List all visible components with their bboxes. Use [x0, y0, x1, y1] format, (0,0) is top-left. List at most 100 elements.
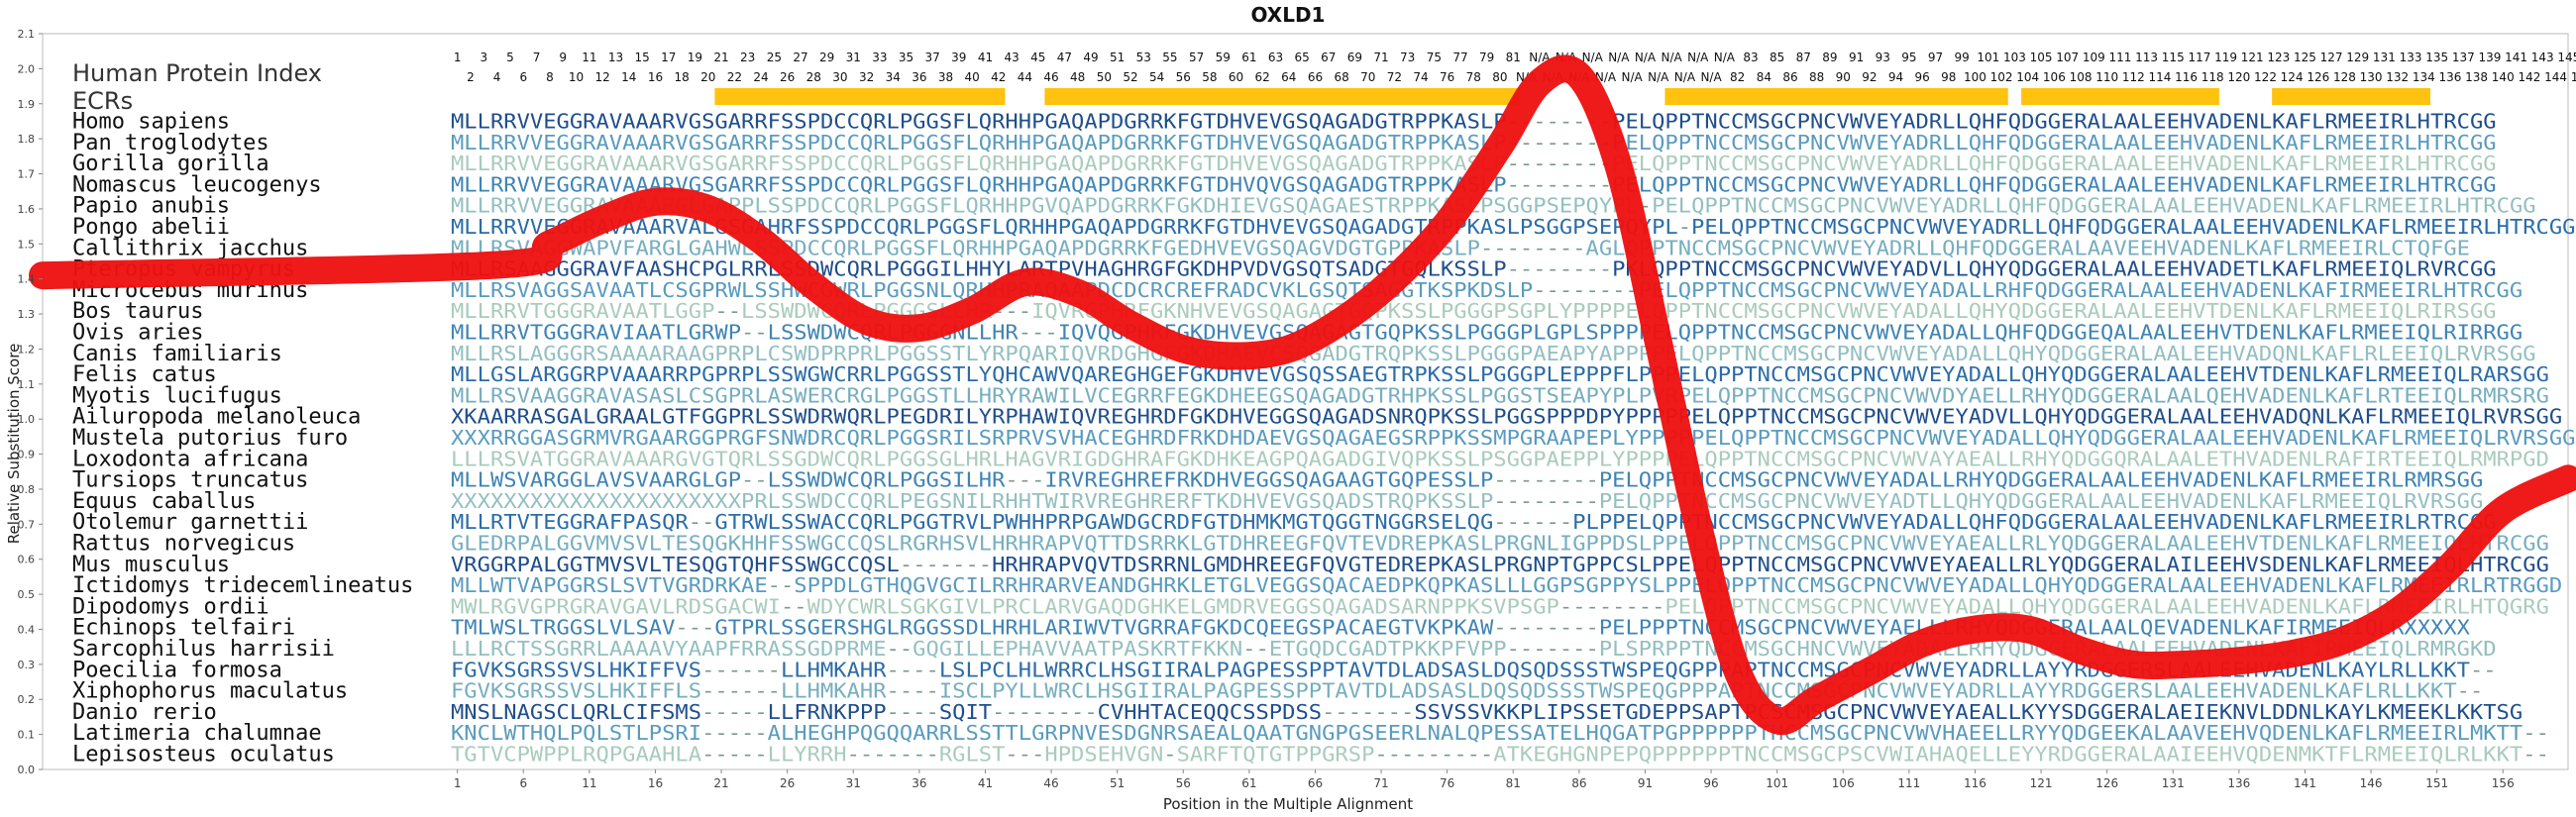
hpi-label: N/A	[1714, 51, 1736, 64]
hpi-label: 17	[661, 51, 676, 64]
hpi-label: 79	[1479, 51, 1494, 64]
x-tick-label: 96	[1703, 776, 1718, 790]
species-name: Loxodonta africana	[72, 447, 308, 471]
hpi-label: 93	[1876, 51, 1890, 64]
hpi-label: 97	[1928, 51, 1943, 64]
y-tick-label: 2.0	[18, 62, 36, 75]
hpi-label: 42	[991, 70, 1006, 84]
hpi-label: 115	[2162, 51, 2185, 64]
hpi-label: 20	[700, 70, 715, 84]
hpi-label: 39	[951, 51, 966, 64]
human-protein-index: 1 3 5 7 9 11 13 15 17 19 21 23 25 27 29 31 33 35 37 39 41 43 4…	[454, 51, 2576, 84]
y-tick-label: 1.4	[18, 273, 36, 286]
hpi-label: 81	[1506, 51, 1521, 64]
hpi-label: 65	[1294, 51, 1309, 64]
hpi-label: 36	[912, 70, 926, 84]
hpi-label: N/A	[1674, 70, 1696, 84]
hpi-label: 121	[2241, 51, 2264, 64]
species-name: Nomascus leucogenys	[72, 172, 322, 197]
hpi-label: N/A	[1635, 51, 1657, 64]
hpi-label: 45	[1030, 51, 1045, 64]
hpi-label: N/A	[1529, 51, 1551, 64]
y-tick-label: 1.0	[18, 413, 36, 426]
hpi-label: 128	[2333, 70, 2356, 84]
y-tick-label: 0.4	[18, 623, 36, 636]
hpi-label: 102	[1990, 70, 2013, 84]
species-name: Otolemur garnettii	[72, 510, 308, 535]
sequence-row: VRGGRPALGGTMVSVLTESQGTQHFSSWGCCQSL------…	[451, 553, 2549, 576]
hpi-label: 1	[454, 51, 462, 64]
hpi-label: 3	[480, 51, 487, 64]
hpi-label: 124	[2281, 70, 2304, 84]
hpi-label: 105	[2030, 51, 2053, 64]
hpi-label: 114	[2148, 70, 2171, 84]
x-tick-label: 26	[780, 776, 795, 790]
hpi-label: 95	[1901, 51, 1916, 64]
hpi-label: 106	[2043, 70, 2066, 84]
hpi-label: 19	[688, 51, 702, 64]
hpi-label: 119	[2214, 51, 2237, 64]
score-curve	[29, 54, 2576, 736]
hpi-label: 110	[2095, 70, 2118, 84]
y-tick-label: 1.2	[18, 343, 36, 356]
hpi-label: 18	[674, 70, 689, 84]
sequence-row: MLLRSVAGGWAPVFARGLGAHWLSSPDCCQRLPGGSFLQR…	[451, 236, 2470, 259]
species-name: Ailuropoda melanoleuca	[72, 405, 361, 430]
human-protein-index-label: Human Protein Index	[72, 59, 322, 87]
hpi-label: 73	[1400, 51, 1415, 64]
species-name: Bos taurus	[72, 299, 203, 324]
x-tick-label: 116	[1964, 776, 1986, 790]
x-tick-label: 16	[648, 776, 663, 790]
x-axis-label: Position in the Multiple Alignment	[1163, 795, 1413, 813]
hpi-label: 111	[2109, 51, 2132, 64]
x-tick-label: 46	[1043, 776, 1058, 790]
hpi-label: 139	[2478, 51, 2501, 64]
hpi-label: 26	[780, 70, 795, 84]
hpi-label: 143	[2531, 51, 2554, 64]
species-name: Lepisosteus oculatus	[72, 743, 335, 767]
species-name: Ovis aries	[72, 321, 203, 346]
x-tick-label: 136	[2227, 776, 2250, 790]
hpi-label: 80	[1492, 70, 1507, 84]
hpi-label: 108	[2070, 70, 2093, 84]
hpi-label: 137	[2452, 51, 2475, 64]
hpi-label: 70	[1360, 70, 1375, 84]
hpi-label: 75	[1427, 51, 1442, 64]
y-tick-label: 2.1	[18, 28, 36, 41]
hpi-label: 22	[727, 70, 742, 84]
hpi-label: 14	[621, 70, 636, 84]
species-name: Canis familiaris	[72, 342, 282, 366]
species-name: Callithrix jacchus	[72, 236, 308, 260]
hpi-label: 63	[1268, 51, 1283, 64]
species-name: Echinops telfairi	[72, 616, 295, 641]
sequence-row: MLLRTVTEGGRAFPASQR--GTRWLSSWACCQRLPGGTRV…	[451, 510, 2497, 534]
species-name: Rattus norvegicus	[72, 532, 295, 557]
species-name: Latimeria chalumnae	[72, 721, 322, 746]
hpi-label: 40	[964, 70, 979, 84]
hpi-label: N/A	[1661, 51, 1682, 64]
y-tick-label: 1.3	[18, 308, 36, 321]
hpi-label: 71	[1373, 51, 1388, 64]
hpi-label: 12	[595, 70, 610, 84]
species-name: Ictidomys tridecemlineatus	[72, 573, 413, 598]
hpi-label: 10	[569, 70, 584, 84]
hpi-label: 7	[533, 51, 541, 64]
hpi-label: 9	[559, 51, 567, 64]
x-tick-label: 36	[912, 776, 926, 790]
ecr-bars	[714, 88, 2430, 105]
ecr-bar	[1044, 88, 1520, 105]
hpi-label: 85	[1770, 51, 1784, 64]
x-tick-label: 141	[2294, 776, 2316, 790]
hpi-label: 142	[2518, 70, 2540, 84]
score-line	[29, 54, 2576, 736]
y-tick-label: 0.7	[18, 518, 36, 531]
hpi-label: 49	[1083, 51, 1098, 64]
species-name: Danio rerio	[72, 700, 217, 725]
y-tick-label: 1.7	[18, 168, 36, 181]
hpi-label: 55	[1162, 51, 1177, 64]
hpi-label: 21	[713, 51, 728, 64]
sequence-row: MLLWSVARGGLAVSVAARGLGP--LSSWDWCQRLPGGSIL…	[451, 468, 2483, 492]
hpi-label: 25	[767, 51, 782, 64]
hpi-label: 144	[2544, 70, 2567, 84]
